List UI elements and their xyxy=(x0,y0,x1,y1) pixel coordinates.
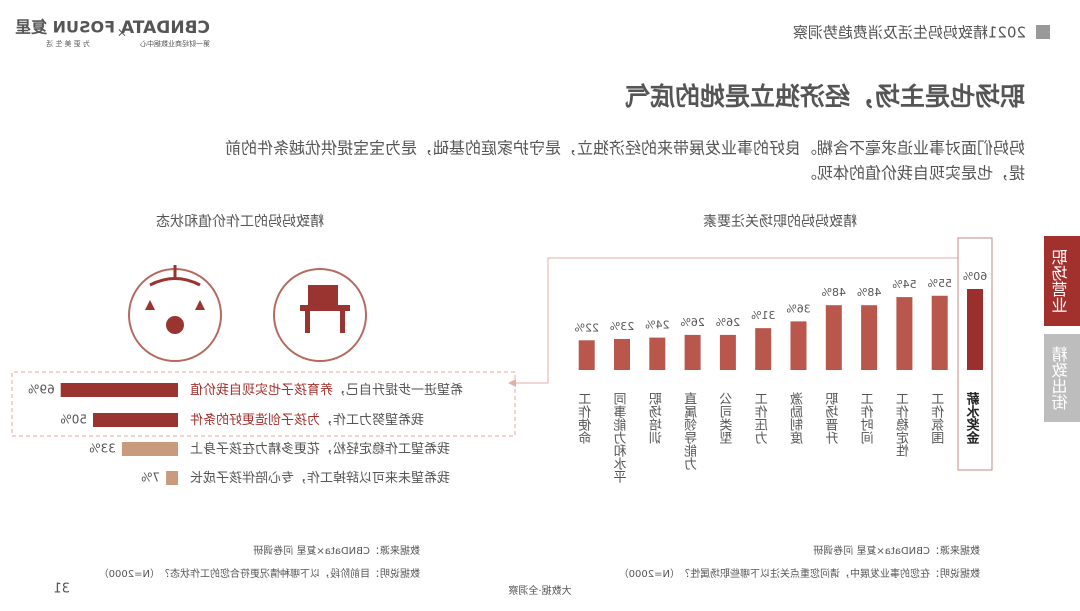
paragraph: 提，也是实现自我价值的体现。 xyxy=(801,164,1025,183)
icon-mobile xyxy=(149,277,201,287)
value-label: 36% xyxy=(786,302,810,315)
icon-desk-leg xyxy=(305,311,310,333)
category-label: 薪水奖金 xyxy=(966,391,983,445)
category-label: 工作使命 xyxy=(579,392,595,444)
value-label: 26% xyxy=(680,316,704,329)
category-label: 直属领导能力 xyxy=(685,392,701,471)
chart-title: 精致妈妈的职场关注要素 xyxy=(703,214,857,230)
icon-star xyxy=(145,300,155,310)
bar xyxy=(931,295,948,370)
logo-times: × xyxy=(117,26,127,40)
paragraph: 妈妈们面对事业追求毫不含糊。良好的事业发展带来的经济独立，是守护家庭的基础，是为… xyxy=(225,139,1025,158)
logo-cbndata: CBNDATA xyxy=(120,18,210,38)
value-label: 31% xyxy=(751,309,775,322)
bar xyxy=(166,471,178,485)
page-number: 31 xyxy=(53,582,70,597)
icon-circle xyxy=(128,268,222,362)
icon-chair xyxy=(308,285,338,307)
statement-part: 养育孩子也实现自我价值 xyxy=(190,382,333,398)
logo-fosun-sub: 为 更 美 生 活 xyxy=(46,39,90,48)
statement: 希望进一步提升自己，养育孩子也实现自我价值 xyxy=(190,382,463,398)
category-label: 工作氛围 xyxy=(932,392,948,444)
value-label: 50% xyxy=(60,413,87,427)
value-label: 48% xyxy=(822,286,846,299)
statement-part: 为孩子创造更好的条件 xyxy=(190,412,320,428)
value-label: 7% xyxy=(141,471,160,485)
bar xyxy=(60,383,178,397)
chart-title: 精致妈妈的工作价值和状态 xyxy=(156,214,324,230)
category-label: 公司类型 xyxy=(720,392,736,444)
bar xyxy=(755,328,772,370)
icon-moon xyxy=(166,316,184,334)
bar xyxy=(719,334,736,370)
category-label: 工作压力 xyxy=(755,392,771,445)
side-tab-active[interactable] xyxy=(1044,236,1080,326)
page-title: 职场也是主场，经济独立是她的底气 xyxy=(625,82,1025,111)
note: 数据说明：目前阶段，以下哪种情况更符合您的工作状态？（N=2000） xyxy=(99,567,420,580)
statement-part: 希望进一步提升自己， xyxy=(333,382,463,398)
highlight-box xyxy=(11,371,516,437)
highlight-box xyxy=(957,237,993,471)
statement: 我希望未来可以辞掉工作，专心陪伴孩子成长 xyxy=(190,470,450,486)
connector xyxy=(512,257,958,384)
category-label: 同事能力和水平 xyxy=(614,392,630,483)
value-label: 23% xyxy=(610,320,634,333)
bar xyxy=(896,297,913,370)
value-label: 22% xyxy=(574,321,598,334)
value-label: 48% xyxy=(857,286,881,299)
bar xyxy=(967,289,983,370)
side-tab-label[interactable]: 精致出街 xyxy=(1052,346,1071,410)
statement-part: 我希望未来可以辞掉工作，专心陪伴孩子成长 xyxy=(190,470,450,486)
category-label: 职场培训 xyxy=(649,392,665,444)
footer-slogan: 大数据·全洞察 xyxy=(508,584,571,597)
category-label: 工作稳定性 xyxy=(896,392,912,457)
value-label: 60% xyxy=(963,270,987,283)
bar xyxy=(861,305,878,370)
logo-fosun: FOSUN 复星 xyxy=(15,18,115,37)
value-label: 33% xyxy=(89,442,116,456)
icon-desk-leg xyxy=(340,311,345,333)
side-tab-label[interactable]: 职场营业 xyxy=(1052,249,1071,313)
header-square xyxy=(1036,25,1050,39)
value-label: 26% xyxy=(716,316,740,329)
statement: 我希望工作稳定轻松，花更多精力在孩子身上 xyxy=(190,441,450,457)
logo-cbndata-sub: 第一财经商业数据中心 xyxy=(140,39,210,48)
bar xyxy=(790,321,807,370)
statement: 我希望努力工作，为孩子创造更好的条件 xyxy=(190,412,424,428)
bar xyxy=(649,337,666,370)
bar xyxy=(121,442,178,456)
value-label: 54% xyxy=(892,278,916,291)
bar xyxy=(684,334,701,370)
icon-star xyxy=(195,300,205,310)
value-label: 24% xyxy=(645,319,669,332)
bar xyxy=(614,338,630,370)
bar xyxy=(825,305,842,370)
statement-part: 我希望努力工作， xyxy=(320,412,424,428)
statement-part: 我希望工作稳定轻松，花更多精力在孩子身上 xyxy=(190,441,450,457)
source: 数据来源：CBNData×复星 问卷调研 xyxy=(253,544,420,557)
report-title: 2021精致妈妈生活及消费趋势洞察 xyxy=(793,24,1026,42)
category-label: 激励制度 xyxy=(791,392,807,444)
bar xyxy=(93,413,178,427)
category-label: 职场晋升 xyxy=(826,392,842,444)
icon-desk xyxy=(300,305,350,311)
note: 数据说明：在您的事业发展中，请问您重点关注以下哪些职场属性？（N=2000） xyxy=(619,567,980,580)
source: 数据来源：CBNData×复星 问卷调研 xyxy=(813,544,980,557)
value-label: 69% xyxy=(28,383,55,397)
bar xyxy=(578,340,595,370)
value-label: 55% xyxy=(927,277,951,290)
category-label: 工作时间 xyxy=(861,392,877,444)
side-tab[interactable] xyxy=(1044,334,1080,422)
connector-arrow xyxy=(508,379,516,387)
icon-circle xyxy=(273,268,367,362)
